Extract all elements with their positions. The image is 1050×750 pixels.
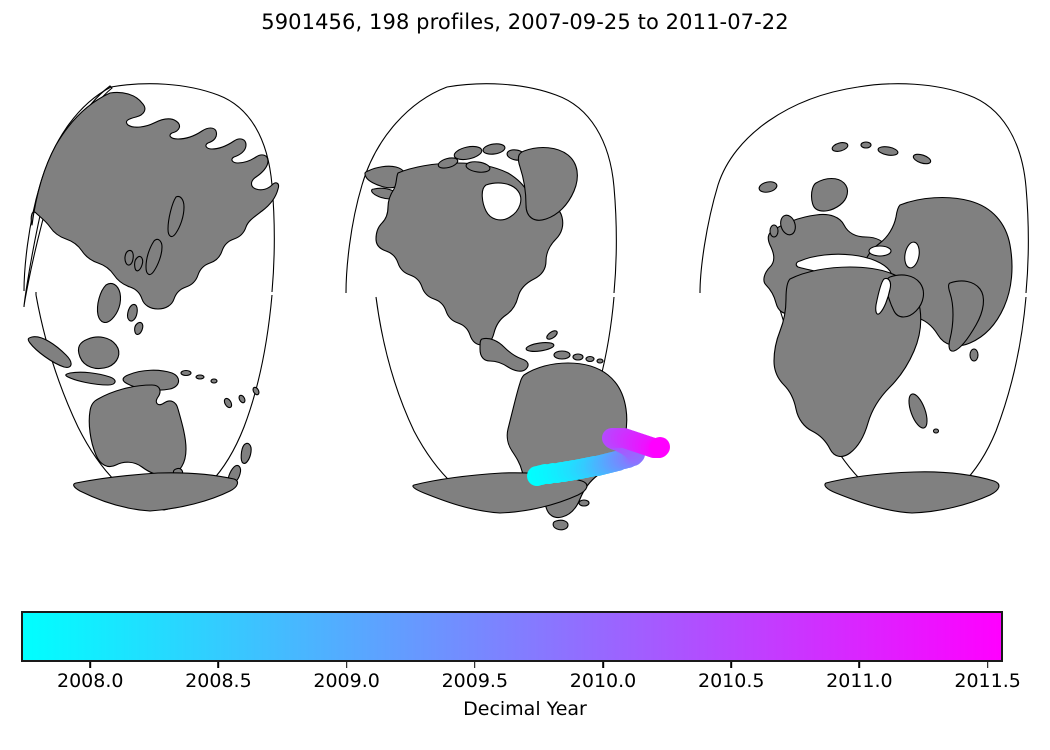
landmass-madagascar (908, 393, 928, 429)
colorbar-ticklabel-2010.0: 2010.0 (569, 670, 637, 692)
landmass-kamchatka (167, 195, 185, 238)
colorbar-tick-2010.5 (730, 662, 733, 668)
colorbar-tick-labels: 2008.0 2008.5 2009.0 2009.5 2010.0 2010.5 2011… (21, 670, 1021, 696)
map-svg (23, 83, 1029, 531)
landmass-borneo (77, 336, 120, 370)
landmass-sri-lanka (969, 348, 979, 362)
landmass-scandinavia (810, 177, 849, 212)
landmass-indochina (96, 282, 122, 324)
colorbar-ticklabel-2008.5: 2008.5 (185, 670, 252, 692)
colorbar-ticklabel-2009.5: 2009.5 (441, 670, 509, 692)
landmass-tierra-del-fuego (552, 519, 569, 531)
landmass-falklands (578, 499, 590, 507)
float-trajectory-scatter[interactable] (527, 428, 670, 486)
colorbar-ticklabel-2011.5: 2011.5 (954, 670, 1021, 692)
colorbar-tick-2011.5 (986, 662, 989, 668)
colorbar-ticklabel-2008.0: 2008.0 (56, 670, 124, 692)
colorbar-tick-2009.5 (474, 662, 476, 668)
landmass-central-america (479, 337, 529, 372)
landmass-caribbean (525, 342, 604, 364)
colorbar-axes[interactable] (21, 611, 1003, 662)
colorbar-gradient (21, 611, 1003, 662)
landmass-south-georgia (932, 428, 940, 434)
landmass-japan (134, 238, 163, 276)
colorbar-ticklabel-2010.5: 2010.5 (697, 670, 765, 692)
landmass-australia (88, 384, 187, 477)
colorbar-tick-2010.0 (602, 662, 604, 668)
hudson-bay (481, 182, 522, 221)
landmass-british-isles (769, 214, 796, 238)
colorbar-tick-2009.0 (345, 662, 348, 668)
red-sea (875, 277, 892, 315)
profile-marker[interactable] (650, 437, 670, 457)
landmass-new-guinea (122, 369, 180, 391)
lobe-outline-center-north (345, 83, 617, 294)
landmass-sumatra-java (27, 336, 116, 386)
lobe-outline-right-north (699, 83, 1029, 294)
landmass-antarctica-left (73, 472, 239, 512)
landmass-eurasia-east (30, 91, 280, 310)
landmass-korea (124, 249, 134, 266)
colorbar-ticklabel-2009.0: 2009.0 (313, 670, 380, 692)
colorbar-tick-marks (21, 662, 1003, 670)
landmass-antarctica-right (824, 471, 1000, 514)
landmass-iceland (758, 181, 778, 193)
colorbar-tick-2008.0 (89, 662, 92, 668)
colorbar-axis-label: Decimal Year (463, 698, 587, 720)
caspian-sea (904, 241, 920, 269)
landmass-bahamas (546, 330, 558, 340)
black-sea (868, 245, 892, 257)
landmass-philippines (127, 303, 144, 335)
landmass-india (947, 280, 985, 352)
colorbar-tick-2011.0 (858, 662, 861, 668)
figure-title: 5901456, 198 profiles, 2007-09-25 to 201… (261, 10, 789, 34)
map-axes[interactable] (0, 55, 1050, 535)
colorbar-tick-2008.5 (217, 662, 220, 668)
landmass-pacific-islands (180, 369, 260, 409)
landmass-greenland (517, 146, 578, 221)
colorbar-ticklabel-2011.0: 2011.0 (826, 670, 893, 692)
landmass-arctic-islands-right (831, 141, 932, 165)
